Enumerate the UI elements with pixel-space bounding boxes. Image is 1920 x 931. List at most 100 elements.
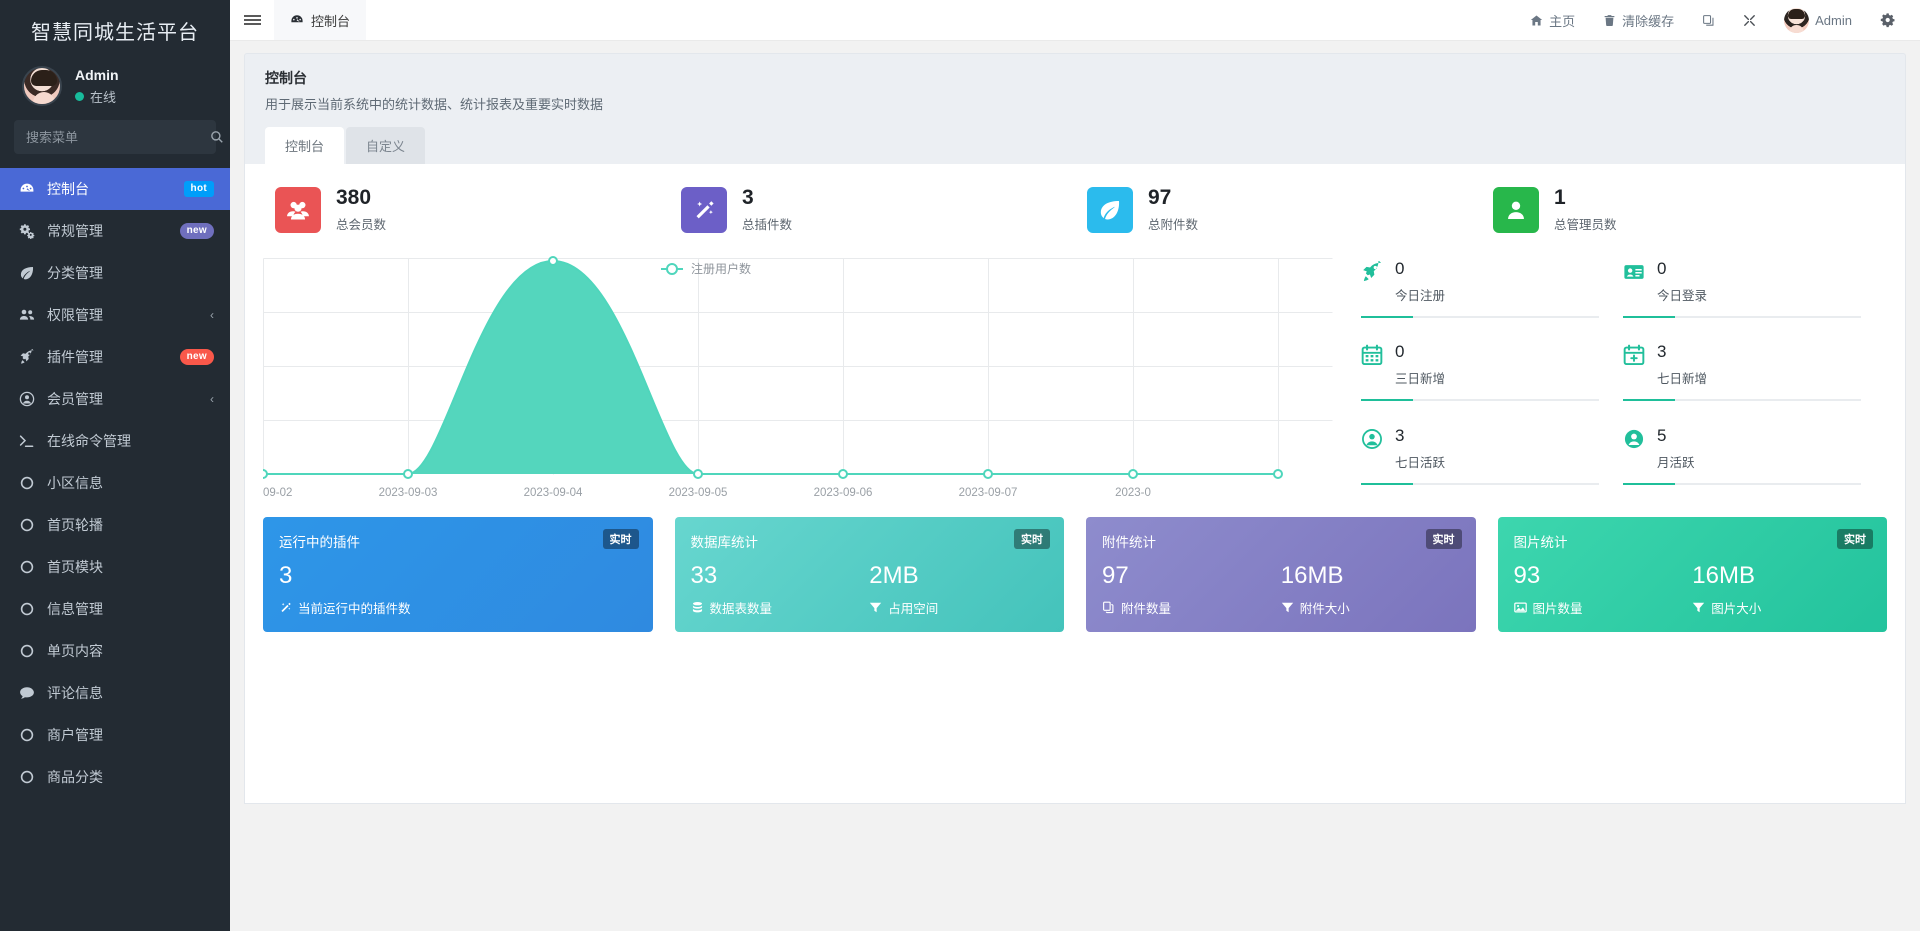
sidebar-item-3[interactable]: 分类管理 — [0, 252, 230, 294]
sidebar-item-14[interactable]: 商户管理 — [0, 714, 230, 756]
svg-text:2023-09-03: 2023-09-03 — [379, 487, 438, 499]
home-icon — [1530, 14, 1543, 26]
mini-stat-6[interactable]: 5 月活跃 — [1621, 418, 1883, 501]
window-restore-icon — [1703, 14, 1714, 26]
sidebar-item-7[interactable]: 在线命令管理 — [0, 420, 230, 462]
online-dot-icon — [75, 92, 84, 101]
chart-area-fill — [263, 261, 1278, 474]
sidebar-item-4[interactable]: 权限管理 ‹ — [0, 294, 230, 336]
info-card-title: 附件统计 — [1102, 535, 1156, 550]
info-card-sub: 数据表数量 — [691, 598, 870, 617]
registration-chart[interactable]: 注册用户数 09-02 2023-09-03 2023-09-04 2023-0… — [263, 251, 1333, 501]
user-circle-filled-icon — [1624, 429, 1644, 448]
users-icon — [19, 309, 35, 320]
circle-icon — [18, 559, 36, 575]
mini-stat-progress — [1623, 482, 1861, 485]
stat-card-3[interactable]: 97 总附件数 — [1075, 174, 1481, 243]
settings-button[interactable] — [1866, 0, 1910, 41]
topbar-user[interactable]: Admin — [1770, 0, 1866, 41]
live-badge: 实时 — [602, 529, 639, 549]
sidebar-item-8[interactable]: 小区信息 — [0, 462, 230, 504]
info-card-1[interactable]: 运行中的插件 实时 3 当前运行中的插件数 — [263, 517, 653, 632]
circle-icon — [20, 518, 34, 532]
stat-card-4[interactable]: 1 总管理员数 — [1481, 174, 1887, 243]
mini-stat-4[interactable]: 3 七日新增 — [1621, 334, 1883, 417]
mini-stat-1[interactable]: 0 今日注册 — [1359, 251, 1621, 334]
info-card-value: 97 — [1102, 562, 1129, 589]
mini-stat-2[interactable]: 0 今日登录 — [1621, 251, 1883, 334]
window-restore-button[interactable] — [1688, 0, 1729, 41]
chart-points — [263, 256, 1283, 479]
sidebar-menu: 控制台 hot 常规管理 new 分类管理 权限管理 ‹ 插件管理 new 会员管理 ‹ 在线命令管理… — [0, 168, 230, 798]
fullscreen-button[interactable] — [1729, 0, 1770, 41]
sidebar-item-12[interactable]: 单页内容 — [0, 630, 230, 672]
svg-text:2023-09-05: 2023-09-05 — [669, 487, 728, 499]
clear-cache-button[interactable]: 清除缓存 — [1589, 0, 1688, 41]
circle-icon — [18, 769, 36, 785]
sidebar-item-label: 会员管理 — [47, 391, 103, 407]
hamburger-icon[interactable] — [230, 0, 274, 40]
info-card-sub-label: 数据表数量 — [709, 602, 773, 616]
info-card-2[interactable]: 数据库统计 实时 33 数据表数量 2MB 占用空间 — [674, 517, 1064, 632]
sidebar-item-5[interactable]: 插件管理 new — [0, 336, 230, 378]
chart-line — [263, 259, 1278, 476]
page-tab-2[interactable]: 自定义 — [346, 127, 426, 164]
id-card-icon — [1624, 265, 1644, 279]
chart-legend-label: 注册用户数 — [691, 261, 751, 276]
info-card-sub-label: 当前运行中的插件数 — [298, 602, 411, 616]
chevron-left-icon[interactable]: ‹ — [210, 392, 214, 406]
image-icon — [1513, 602, 1527, 613]
info-card-sub-label: 图片大小 — [1711, 602, 1762, 616]
sidebar-item-6[interactable]: 会员管理 ‹ — [0, 378, 230, 420]
info-card-sub-label: 附件大小 — [1299, 602, 1350, 616]
sidebar-item-10[interactable]: 首页模块 — [0, 546, 230, 588]
leaf-icon-box — [1087, 186, 1133, 233]
page-tabs: 控制台 自定义 — [265, 127, 1885, 164]
mini-stat-3[interactable]: 0 三日新增 — [1359, 334, 1621, 417]
sidebar-item-label: 信息管理 — [47, 601, 103, 617]
topbar-right: 主页 清除缓存 — [1516, 0, 1920, 40]
sidebar-item-2[interactable]: 常规管理 new — [0, 210, 230, 252]
filter-icon — [1281, 602, 1293, 613]
sidebar-item-1[interactable]: 控制台 hot — [0, 168, 230, 210]
mini-stat-label: 今日注册 — [1395, 289, 1446, 303]
magic-wand-icon — [696, 200, 714, 218]
calendar-icon — [1361, 344, 1383, 366]
content: 控制台 用于展示当前系统中的统计数据、统计报表及重要实时数据 控制台 自定义 38… — [230, 41, 1920, 931]
group-users-icon-box — [275, 186, 321, 233]
sidebar-item-9[interactable]: 首页轮播 — [0, 504, 230, 546]
sidebar-item-11[interactable]: 信息管理 — [0, 588, 230, 630]
circle-icon — [20, 644, 34, 658]
dashboard-icon — [18, 181, 36, 197]
user-circle-icon — [19, 391, 35, 407]
stat-card-1[interactable]: 380 总会员数 — [263, 174, 669, 243]
svg-text:2023-09-06: 2023-09-06 — [814, 487, 873, 499]
mini-stat-progress — [1623, 399, 1861, 402]
info-card-sub: 占用空间 — [869, 598, 1048, 617]
sidebar-user[interactable]: Admin 在线 — [0, 60, 230, 120]
info-card-title: 运行中的插件 — [279, 535, 360, 550]
sidebar-item-15[interactable]: 商品分类 — [0, 756, 230, 798]
mini-stat-5[interactable]: 3 七日活跃 — [1359, 418, 1621, 501]
search-icon[interactable] — [210, 130, 224, 144]
circle-icon — [20, 560, 34, 574]
info-card-3[interactable]: 附件统计 实时 97 附件数量 16MB 附件大小 — [1086, 517, 1476, 632]
mini-stats-grid: 0 今日注册 0 今日登录 0 三日新增 3 七日新增 3 七日活跃 5 月活跃 — [1333, 251, 1887, 501]
info-card-column: 2MB 占用空间 — [869, 561, 1048, 617]
stat-card-2[interactable]: 3 总插件数 — [669, 174, 1075, 243]
info-cards: 运行中的插件 实时 3 当前运行中的插件数 数据库统计 实时 33 数据表数量 2MB 占用空间 附… — [263, 517, 1887, 632]
chart-svg: 注册用户数 09-02 2023-09-03 2023-09-04 2023-0… — [263, 256, 1333, 499]
chevron-left-icon[interactable]: ‹ — [210, 308, 214, 322]
terminal-icon — [18, 433, 36, 449]
circle-icon — [18, 643, 36, 659]
stat-label: 总会员数 — [336, 218, 387, 232]
chart-and-stats: 注册用户数 09-02 2023-09-03 2023-09-04 2023-0… — [263, 251, 1887, 501]
tab-dashboard[interactable]: 控制台 — [274, 0, 367, 40]
search-input[interactable] — [26, 129, 202, 145]
sidebar-item-13[interactable]: 评论信息 — [0, 672, 230, 714]
calendar-plus-icon — [1623, 344, 1647, 368]
clear-cache-label: 清除缓存 — [1622, 13, 1675, 29]
info-card-4[interactable]: 图片统计 实时 93 图片数量 16MB 图片大小 — [1497, 517, 1887, 632]
page-tab-1[interactable]: 控制台 — [265, 127, 345, 164]
home-button[interactable]: 主页 — [1516, 0, 1589, 41]
